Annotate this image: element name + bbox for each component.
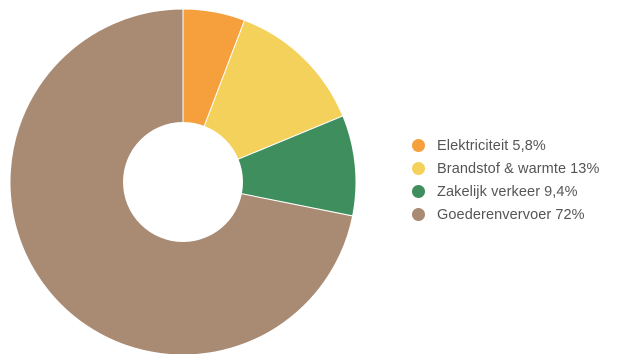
legend-label: Goederenvervoer 72% [437, 207, 585, 223]
legend-category: Zakelijk verkeer [437, 183, 541, 200]
legend-value: 72% [555, 206, 585, 223]
legend-item: Elektriciteit 5,8% [412, 134, 599, 157]
legend-item: Zakelijk verkeer 9,4% [412, 180, 599, 203]
legend-item: Goederenvervoer 72% [412, 203, 599, 226]
legend-swatch [412, 139, 425, 152]
legend-item: Brandstof & warmte 13% [412, 157, 599, 180]
pie-slice-3 [181, 115, 357, 217]
legend-swatch [412, 162, 425, 175]
legend-category: Brandstof & warmte [437, 160, 567, 177]
legend-value: 9,4% [544, 183, 578, 200]
legend-label: Brandstof & warmte 13% [437, 161, 599, 177]
legend-swatch [412, 185, 425, 198]
legend-label: Elektriciteit 5,8% [437, 138, 546, 154]
legend: Elektriciteit 5,8% Brandstof & warmte 13% Za… [412, 134, 599, 226]
legend-swatch [412, 208, 425, 221]
donut-hole [123, 122, 243, 242]
legend-category: Elektriciteit [437, 137, 509, 154]
legend-value: 5,8% [512, 137, 546, 154]
legend-category: Goederenvervoer [437, 206, 552, 223]
legend-value: 13% [570, 160, 600, 177]
legend-label: Zakelijk verkeer 9,4% [437, 184, 578, 200]
